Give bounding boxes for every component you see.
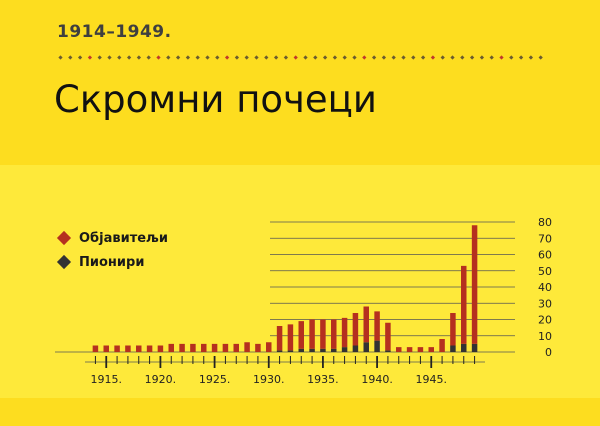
legend-label-pioneers: Пионири	[79, 254, 145, 270]
bar-publishers	[406, 347, 413, 352]
legend-item-publishers: Објавитељи	[55, 226, 168, 250]
x-tick-label: 1945.	[416, 373, 448, 386]
bar-pioneers	[385, 350, 391, 352]
divider-dot	[97, 55, 102, 60]
bar-publishers	[385, 322, 391, 351]
divider-dot	[528, 55, 534, 60]
bar-publishers	[428, 347, 434, 352]
legend-label-publishers: Објавитељи	[79, 230, 169, 246]
bar-publishers	[309, 319, 315, 349]
bar-publishers	[136, 345, 142, 352]
bar-publishers	[266, 342, 272, 352]
y-tick-label: 40	[538, 281, 552, 294]
bar-pioneers	[320, 348, 326, 352]
bar-publishers	[255, 343, 261, 352]
divider-dot	[166, 55, 171, 60]
x-tick-label: 1925.	[199, 373, 231, 386]
bar-publishers	[211, 343, 218, 352]
y-tick-label: 80	[538, 216, 552, 229]
bar-pioneers	[331, 348, 337, 352]
bar-publishers	[471, 225, 478, 344]
bar-publishers	[298, 321, 304, 349]
bar-pioneers	[450, 345, 456, 352]
bar-pioneers	[352, 345, 359, 352]
divider-dot	[518, 55, 524, 60]
divider-dot	[215, 55, 220, 60]
divider-dot	[146, 55, 151, 60]
divider-dot	[234, 55, 240, 60]
bar-pioneers	[298, 348, 304, 352]
bar-publishers	[331, 319, 337, 349]
bar-publishers	[341, 317, 348, 348]
bar-publishers	[461, 265, 467, 344]
bar-publishers	[125, 345, 131, 352]
divider-dot	[68, 55, 73, 60]
chart-legend: Објавитељи Пионири	[55, 226, 168, 274]
bar-publishers	[233, 343, 239, 352]
y-tick-label: 10	[538, 330, 552, 343]
divider-dot	[244, 55, 249, 60]
x-tick-label: 1920.	[145, 373, 177, 386]
bar-pioneers	[461, 343, 467, 352]
divider-dot	[156, 55, 161, 60]
bar-publishers	[179, 343, 185, 352]
header-band	[0, 0, 600, 165]
divider-dot	[293, 55, 298, 60]
bar-publishers	[320, 319, 326, 349]
bar-pioneers	[276, 350, 283, 352]
bar-pioneers	[471, 343, 478, 352]
divider-dot	[224, 55, 230, 60]
page-title: Скромни почеци	[54, 78, 377, 121]
y-tick-label: 70	[538, 232, 552, 245]
bar-publishers	[92, 345, 99, 352]
legend-item-pioneers: Пионири	[55, 250, 168, 274]
footer-band	[0, 398, 600, 426]
bar-publishers	[374, 311, 380, 341]
bar-pioneers	[341, 347, 348, 352]
bar-publishers	[352, 313, 359, 346]
dotted-divider	[58, 55, 543, 60]
bar-publishers	[363, 306, 369, 343]
bar-pioneers	[374, 340, 380, 352]
bar-publishers	[276, 326, 283, 351]
y-tick-label: 50	[538, 265, 552, 278]
bar-publishers	[103, 345, 109, 352]
x-tick-label: 1915.	[91, 373, 123, 386]
bar-publishers	[450, 313, 456, 346]
x-tick-label: 1935.	[307, 373, 339, 386]
bar-publishers	[222, 343, 229, 352]
bar-pioneers	[287, 350, 294, 352]
y-tick-label: 60	[538, 249, 552, 262]
bar-publishers	[396, 347, 402, 352]
bar-pioneers	[363, 342, 369, 352]
bar-publishers	[244, 342, 250, 352]
divider-dot	[185, 55, 191, 60]
bar-publishers	[417, 347, 424, 352]
divider-dot	[195, 55, 200, 60]
period-label: 1914–1949.	[57, 22, 172, 42]
bar-publishers	[201, 343, 207, 352]
x-tick-label: 1940.	[361, 373, 393, 386]
bar-publishers	[168, 343, 174, 352]
x-tick-label: 1930.	[253, 373, 285, 386]
y-tick-label: 0	[545, 346, 552, 359]
y-tick-label: 30	[538, 297, 552, 310]
bar-publishers	[287, 324, 294, 351]
divider-dot	[205, 55, 210, 60]
bar-publishers	[114, 345, 120, 352]
divider-dot	[264, 55, 269, 60]
bar-pioneers	[309, 348, 315, 352]
y-tick-label: 20	[538, 314, 552, 327]
bar-publishers	[439, 339, 445, 352]
bar-publishers	[190, 343, 196, 352]
bar-publishers	[157, 345, 164, 352]
bar-publishers	[146, 345, 153, 352]
divider-dot	[117, 55, 122, 60]
